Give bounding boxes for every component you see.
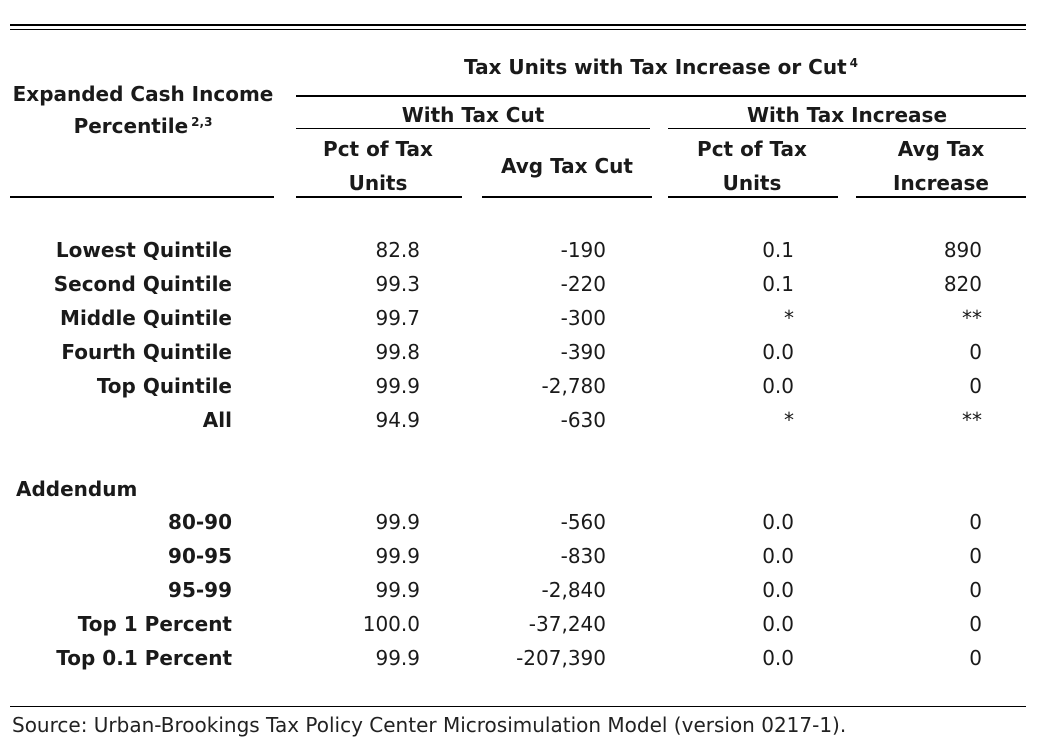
cell-cut-pct: 99.9 xyxy=(375,646,420,670)
col-cut-pct-header-1: Pct of Tax xyxy=(323,137,433,161)
cut-group-header: With Tax Cut xyxy=(401,103,545,127)
cell-inc-pct: 0.0 xyxy=(762,374,794,398)
row-label: Top 0.1 Percent xyxy=(56,646,232,670)
cell-inc-avg: 0 xyxy=(969,646,982,670)
cell-inc-avg: 820 xyxy=(943,272,982,296)
row-label: Top Quintile xyxy=(96,374,232,398)
cell-cut-pct: 99.8 xyxy=(375,340,420,364)
row-label: Lowest Quintile xyxy=(55,238,232,262)
cell-inc-pct: * xyxy=(784,408,794,432)
cell-cut-pct: 99.3 xyxy=(375,272,420,296)
cell-cut-pct: 82.8 xyxy=(375,238,420,262)
group-rule xyxy=(296,95,1026,97)
col-cut-avg-header: Avg Tax Cut xyxy=(501,154,633,178)
group-title-sup: 4 xyxy=(849,56,858,70)
col-inc-pct-header-1: Pct of Tax xyxy=(697,137,807,161)
cell-cut-avg: -630 xyxy=(560,408,606,432)
cell-cut-avg: -300 xyxy=(560,306,606,330)
row-label: 95-99 xyxy=(168,578,232,602)
cell-inc-avg: 0 xyxy=(969,544,982,568)
top-rule-inner xyxy=(10,29,1026,30)
cell-cut-avg: -560 xyxy=(560,510,606,534)
cell-inc-pct: 0.0 xyxy=(762,612,794,636)
cell-inc-pct: 0.1 xyxy=(762,238,794,262)
cell-cut-pct: 99.9 xyxy=(375,544,420,568)
row-label: 80-90 xyxy=(168,510,232,534)
cell-cut-pct: 100.0 xyxy=(362,612,420,636)
stub-header-line2: Percentile 2,3 xyxy=(73,114,213,138)
cell-cut-avg: -390 xyxy=(560,340,606,364)
cell-inc-avg: 0 xyxy=(969,374,982,398)
cell-cut-pct: 99.7 xyxy=(375,306,420,330)
cell-inc-pct: 0.1 xyxy=(762,272,794,296)
cell-cut-avg: -190 xyxy=(560,238,606,262)
row-label: Fourth Quintile xyxy=(61,340,232,364)
top-rule xyxy=(10,24,1026,26)
stub-header-rule xyxy=(10,196,274,198)
group-title: Tax Units with Tax Increase or Cut 4 xyxy=(464,55,858,79)
cell-inc-avg: 0 xyxy=(969,578,982,602)
row-label: Top 1 Percent xyxy=(77,612,232,636)
cell-cut-avg: -220 xyxy=(560,272,606,296)
bottom-rule xyxy=(10,706,1026,707)
row-label: Second Quintile xyxy=(53,272,232,296)
col-inc-avg-header-1: Avg Tax xyxy=(897,137,985,161)
cell-inc-pct: * xyxy=(784,306,794,330)
cell-cut-avg: -830 xyxy=(560,544,606,568)
col-cut-pct-header: Pct of Tax Units xyxy=(296,132,460,200)
col-inc-avg-header-2: Increase xyxy=(893,171,989,195)
col-inc-pct-header-2: Units xyxy=(722,171,782,195)
cell-inc-pct: 0.0 xyxy=(762,544,794,568)
cell-cut-avg: -207,390 xyxy=(516,646,606,670)
cell-inc-pct: 0.0 xyxy=(762,340,794,364)
cell-inc-avg: ** xyxy=(962,306,982,330)
cell-cut-avg: -37,240 xyxy=(528,612,606,636)
cell-cut-pct: 99.9 xyxy=(375,578,420,602)
cell-inc-pct: 0.0 xyxy=(762,646,794,670)
col-inc-pct-header: Pct of Tax Units xyxy=(668,132,836,200)
cell-cut-pct: 99.9 xyxy=(375,374,420,398)
increase-group-rule xyxy=(668,128,1026,129)
cell-cut-pct: 99.9 xyxy=(375,510,420,534)
cell-cut-avg: -2,840 xyxy=(541,578,606,602)
cell-cut-pct: 94.9 xyxy=(375,408,420,432)
row-label: Middle Quintile xyxy=(60,306,232,330)
cut-group-rule xyxy=(296,128,650,129)
increase-group-header: With Tax Increase xyxy=(746,103,948,127)
cell-inc-avg: 890 xyxy=(943,238,982,262)
cell-inc-pct: 0.0 xyxy=(762,510,794,534)
row-label: 90-95 xyxy=(168,544,232,568)
cell-inc-avg: 0 xyxy=(969,510,982,534)
col-cut-pct-rule xyxy=(296,196,462,198)
col-inc-pct-rule xyxy=(668,196,838,198)
source-note: Source: Urban-Brookings Tax Policy Cente… xyxy=(12,713,847,737)
cell-inc-avg: ** xyxy=(962,408,982,432)
col-inc-avg-header: Avg Tax Increase xyxy=(856,132,1026,200)
cell-inc-pct: 0.0 xyxy=(762,578,794,602)
cell-cut-avg: -2,780 xyxy=(541,374,606,398)
col-inc-avg-rule xyxy=(856,196,1026,198)
stub-header: Expanded Cash Income Percentile 2,3 xyxy=(10,78,276,142)
col-cut-avg-rule xyxy=(482,196,652,198)
cell-inc-avg: 0 xyxy=(969,612,982,636)
stub-header-line1: Expanded Cash Income xyxy=(12,82,274,106)
addendum-label: Addendum xyxy=(16,477,138,501)
cell-inc-avg: 0 xyxy=(969,340,982,364)
row-label: All xyxy=(202,408,232,432)
stub-header-sup: 2,3 xyxy=(191,115,213,129)
col-cut-pct-header-2: Units xyxy=(348,171,408,195)
